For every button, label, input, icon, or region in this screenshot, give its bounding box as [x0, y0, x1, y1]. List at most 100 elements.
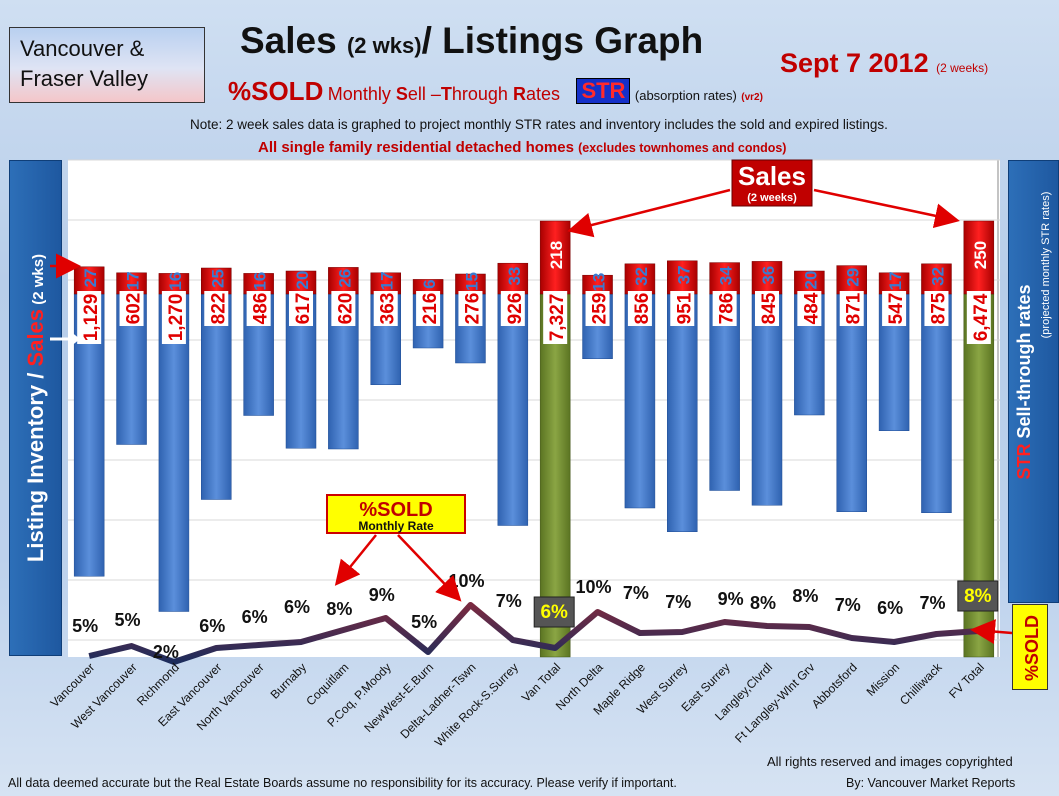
sales-label: 17	[378, 271, 397, 290]
listing-label: 871	[844, 292, 865, 324]
category-label: Ft Langley-Wlnt Grv	[732, 660, 817, 745]
chart-note: Note: 2 week sales data is graphed to pr…	[190, 117, 888, 132]
sales-bar	[539, 220, 571, 295]
listing-label-bg	[585, 291, 610, 326]
listing-label-bg	[77, 291, 102, 344]
sales-label: 33	[505, 267, 524, 286]
sales-bar	[921, 263, 952, 295]
listing-label: 845	[759, 292, 780, 324]
pct-label: 10%	[576, 577, 612, 597]
pct-sold-box-label: %SOLD	[1022, 615, 1042, 681]
listing-label-bg	[331, 291, 356, 326]
sales-label: 16	[251, 272, 270, 291]
pct-right-arrow	[970, 619, 1013, 645]
pct-total-bg	[533, 596, 575, 628]
listing-label-bg	[670, 291, 695, 326]
listing-label: 1,129	[81, 294, 102, 342]
sales-bar	[751, 261, 783, 295]
pct-label: 5%	[115, 610, 141, 630]
pct-callout-sub: Monthly Rate	[358, 519, 434, 533]
sales-label: 25	[208, 269, 227, 288]
listing-label-bg	[712, 291, 737, 326]
copyright-notice: All rights reserved and images copyright…	[767, 754, 1013, 769]
listing-label-bg	[966, 291, 991, 344]
str-badge: STR	[576, 78, 631, 104]
byline: By: Vancouver Market Reports	[846, 776, 1016, 790]
listing-label: 6,474	[971, 293, 992, 341]
left-axis-label: Listing Inventory / Sales (2 wks)	[23, 254, 48, 562]
listing-label-bg	[627, 291, 652, 326]
sales-label: 20	[293, 271, 312, 290]
sales-label: 26	[335, 269, 354, 288]
sales-callout-title: Sales	[738, 161, 806, 191]
listing-label-bg	[416, 291, 441, 326]
inventory-left-arrowhead	[70, 331, 80, 347]
listing-label: 547	[886, 293, 907, 325]
category-label: Abbotsford	[809, 660, 860, 711]
pct-label: 8%	[326, 599, 352, 619]
sales-label: 16	[166, 272, 185, 291]
sales-bar	[836, 265, 867, 295]
listing-label-bg	[289, 291, 313, 326]
listing-label-bg	[161, 291, 186, 344]
listing-label: 276	[462, 293, 483, 325]
chart-title: Sales (2 wks)/ Listings Graph	[240, 20, 704, 61]
listing-label-bg	[543, 291, 568, 344]
listing-bar	[497, 293, 529, 526]
listing-label: 786	[717, 293, 738, 325]
listing-label: 259	[590, 293, 611, 325]
pct-label: 5%	[411, 612, 437, 632]
sales-label: 32	[632, 267, 651, 286]
pct-arrow-right	[397, 534, 462, 602]
pct-label: 7%	[919, 593, 945, 613]
sales-label: 218	[547, 241, 566, 269]
listing-label: 926	[505, 293, 526, 325]
pct-sold-line	[88, 602, 980, 665]
listing-bar	[158, 293, 190, 612]
listing-label: 602	[124, 293, 145, 325]
listing-label: 486	[251, 293, 272, 325]
pct-label: 6%	[242, 607, 268, 627]
sales-label: 15	[462, 272, 481, 291]
listing-label: 875	[928, 292, 949, 324]
sales-callout-sub: (2 weeks)	[747, 192, 797, 204]
pct-label: 5%	[72, 616, 98, 636]
listing-label: 1,270	[166, 294, 187, 342]
listing-label: 951	[674, 292, 695, 324]
listing-bar	[836, 293, 867, 512]
right-axis-sublabel: (projected monthly STR rates)	[1040, 192, 1052, 339]
listing-bar	[667, 293, 698, 532]
listing-label: 620	[335, 293, 356, 325]
disclaimer: All data deemed accurate but the Real Es…	[8, 776, 677, 790]
listing-label-bg	[839, 291, 864, 326]
pct-callout-box	[326, 494, 466, 534]
listing-label: 7,327	[547, 294, 568, 342]
listing-label-bg	[755, 291, 779, 326]
listing-label-bg	[924, 291, 949, 326]
sales-label: 6	[420, 279, 439, 288]
listing-label-bg	[882, 291, 907, 326]
listing-label: 856	[632, 293, 653, 325]
sales-bar	[328, 267, 359, 295]
sales-label: 37	[674, 265, 693, 284]
sales-label: 34	[717, 266, 736, 285]
pct-label: 7%	[665, 592, 691, 612]
pct-label: 6%	[540, 602, 568, 623]
pct-label: 10%	[448, 571, 484, 591]
pct-label: 7%	[835, 595, 861, 615]
sales-callout-box	[731, 159, 813, 207]
category-label: Burnaby	[268, 660, 310, 702]
listing-label-bg	[119, 291, 144, 326]
pct-label: 8%	[964, 586, 992, 607]
listing-label: 216	[420, 293, 441, 325]
listing-label: 484	[801, 292, 822, 324]
pct-label: 7%	[496, 591, 522, 611]
listing-label-bg	[797, 291, 822, 326]
sales-arrow-right	[813, 188, 960, 229]
sales-label: 29	[844, 268, 863, 287]
chart-note-2: All single family residential detached h…	[258, 139, 787, 156]
pct-arrow-left	[334, 534, 377, 586]
sales-bar	[624, 263, 656, 295]
sales-label: 250	[971, 241, 990, 269]
pct-label: 9%	[369, 585, 395, 605]
